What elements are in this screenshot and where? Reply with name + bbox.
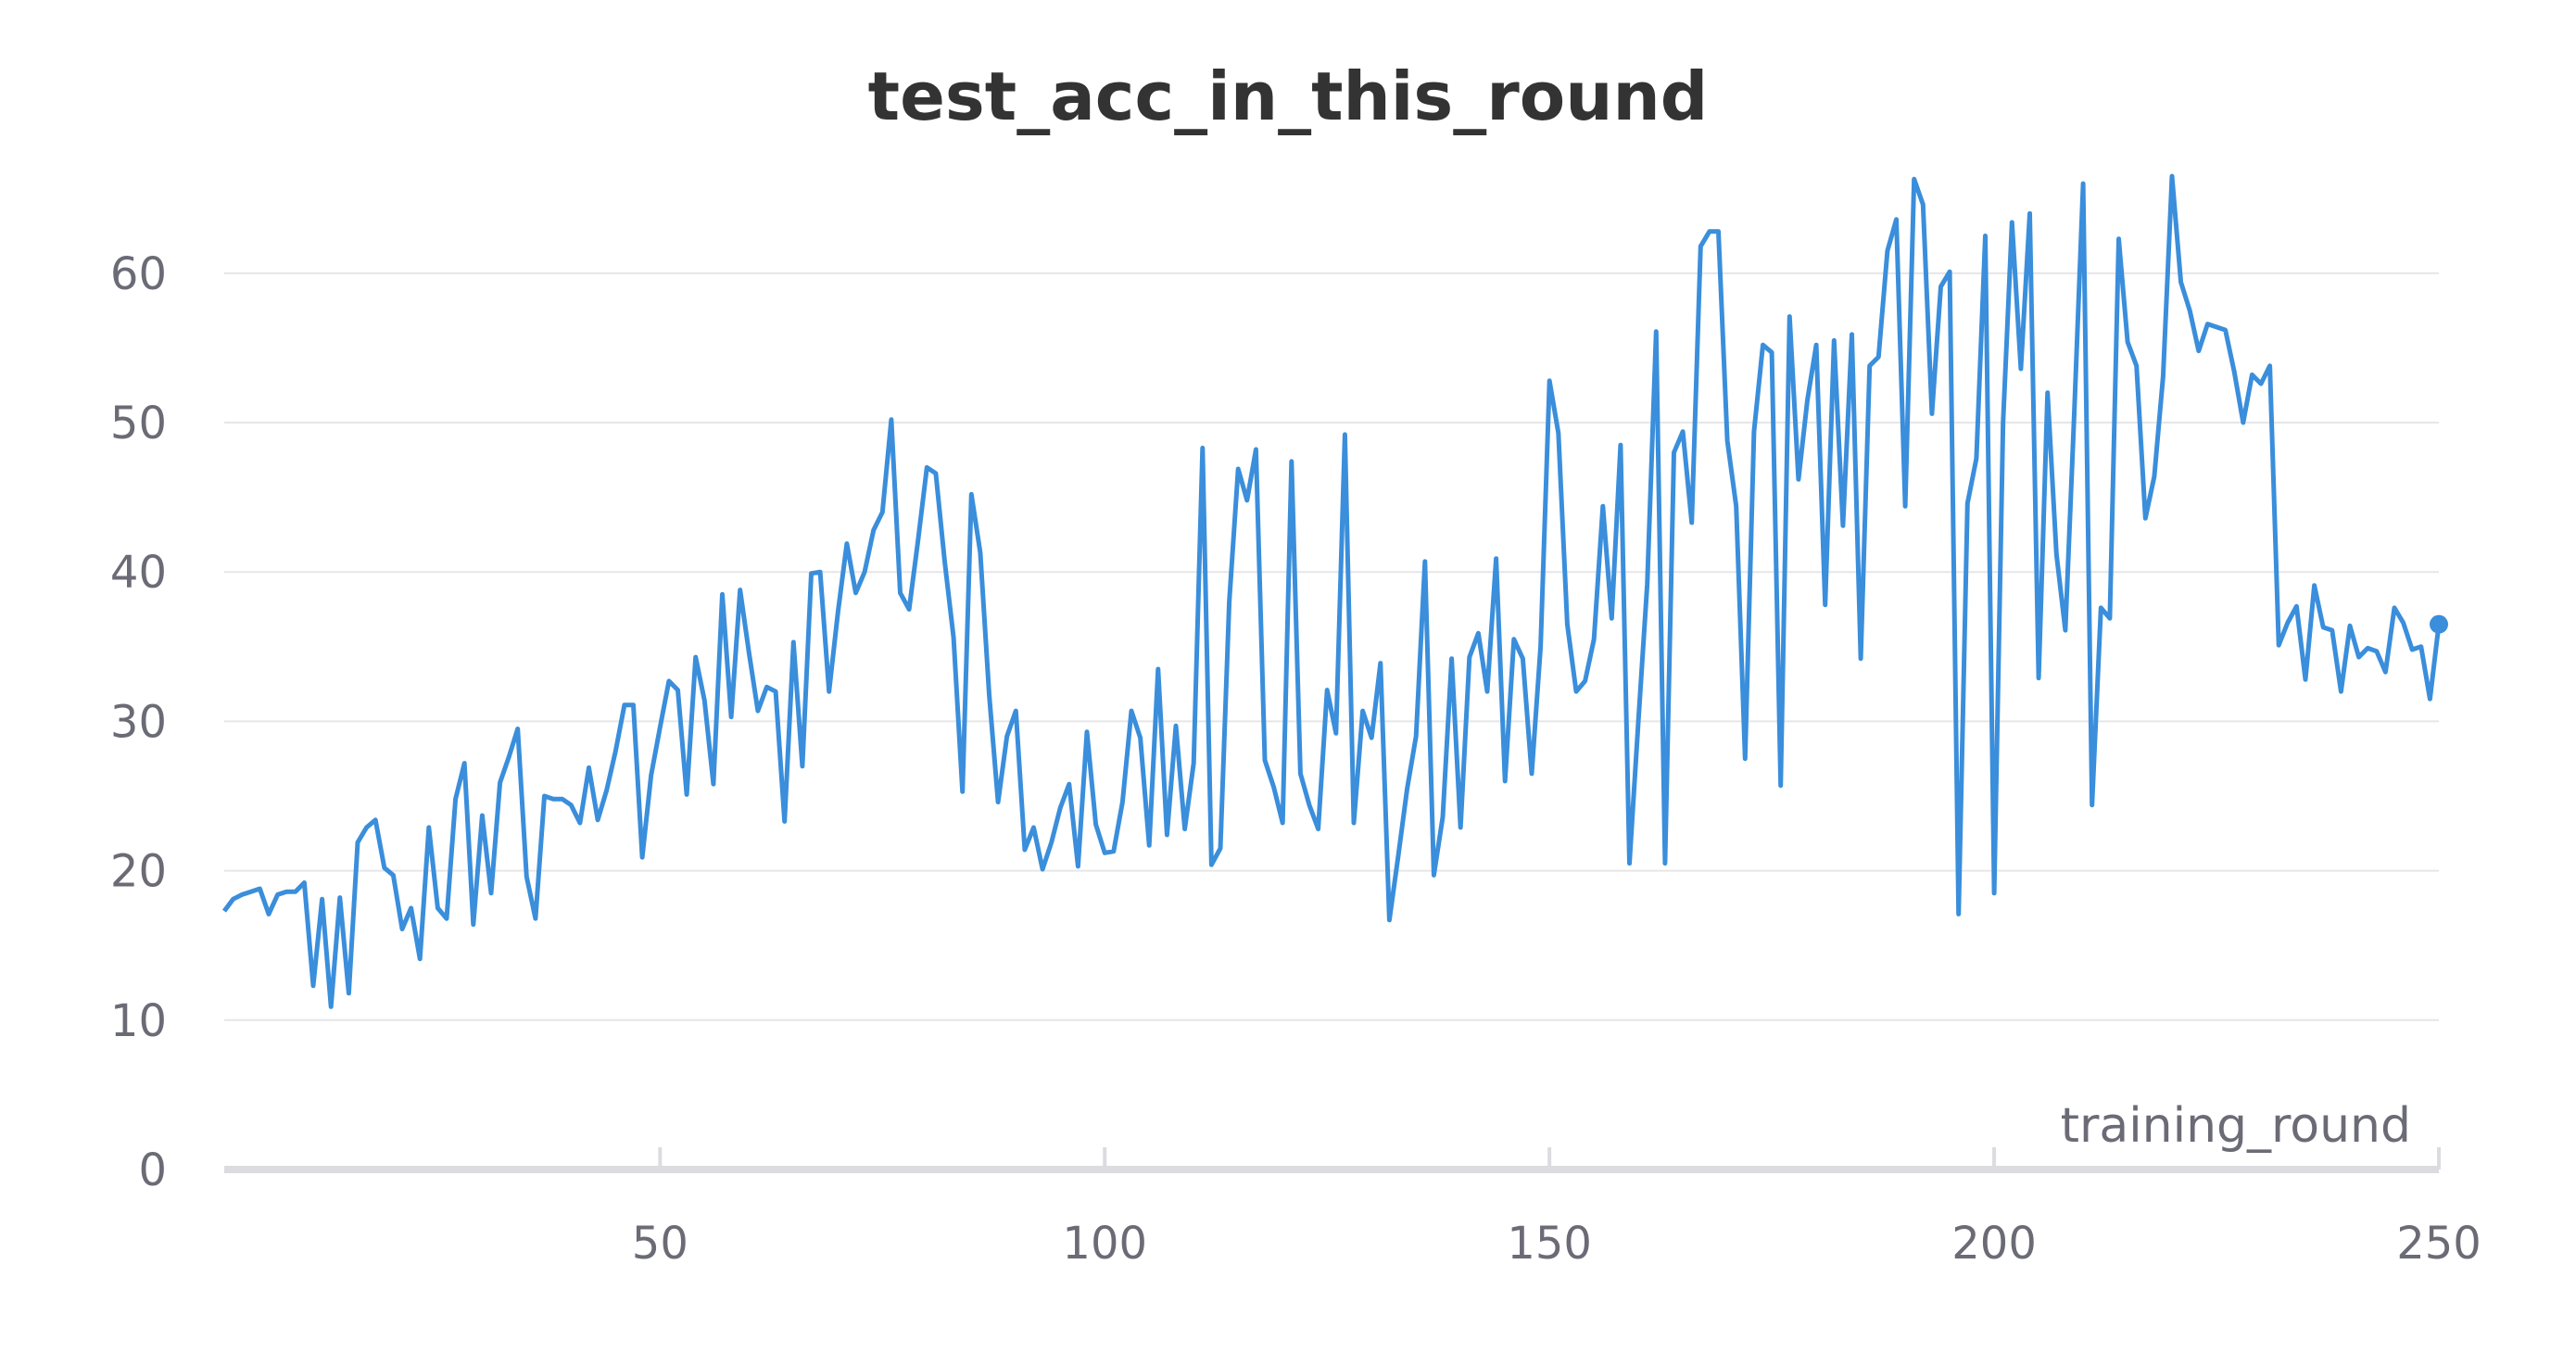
y-tick-label: 20 xyxy=(110,846,167,898)
last-point-marker xyxy=(2430,614,2448,634)
x-tick-label: 150 xyxy=(1507,1218,1592,1270)
x-axis-label: training_round xyxy=(2061,1098,2411,1154)
x-axis: 50 100 150 200 250 xyxy=(224,1147,2481,1270)
gridlines xyxy=(224,272,2439,1021)
y-tick-label: 60 xyxy=(110,248,167,300)
y-tick-label: 50 xyxy=(110,398,167,449)
x-tick-label: 250 xyxy=(2396,1218,2481,1270)
y-tick-label: 10 xyxy=(110,995,167,1047)
series-layer xyxy=(221,173,2448,1009)
x-tick-label: 200 xyxy=(1951,1218,2037,1270)
series-line xyxy=(221,173,2442,1009)
y-tick-label: 30 xyxy=(110,696,167,748)
y-tick-label: 40 xyxy=(110,547,167,599)
chart-title: test_acc_in_this_round xyxy=(867,57,1709,135)
y-axis: 0 10 20 30 40 50 60 xyxy=(110,248,167,1196)
x-tick-label: 100 xyxy=(1062,1218,1147,1270)
x-tick-label: 50 xyxy=(632,1218,688,1270)
y-tick-label: 0 xyxy=(138,1144,167,1196)
